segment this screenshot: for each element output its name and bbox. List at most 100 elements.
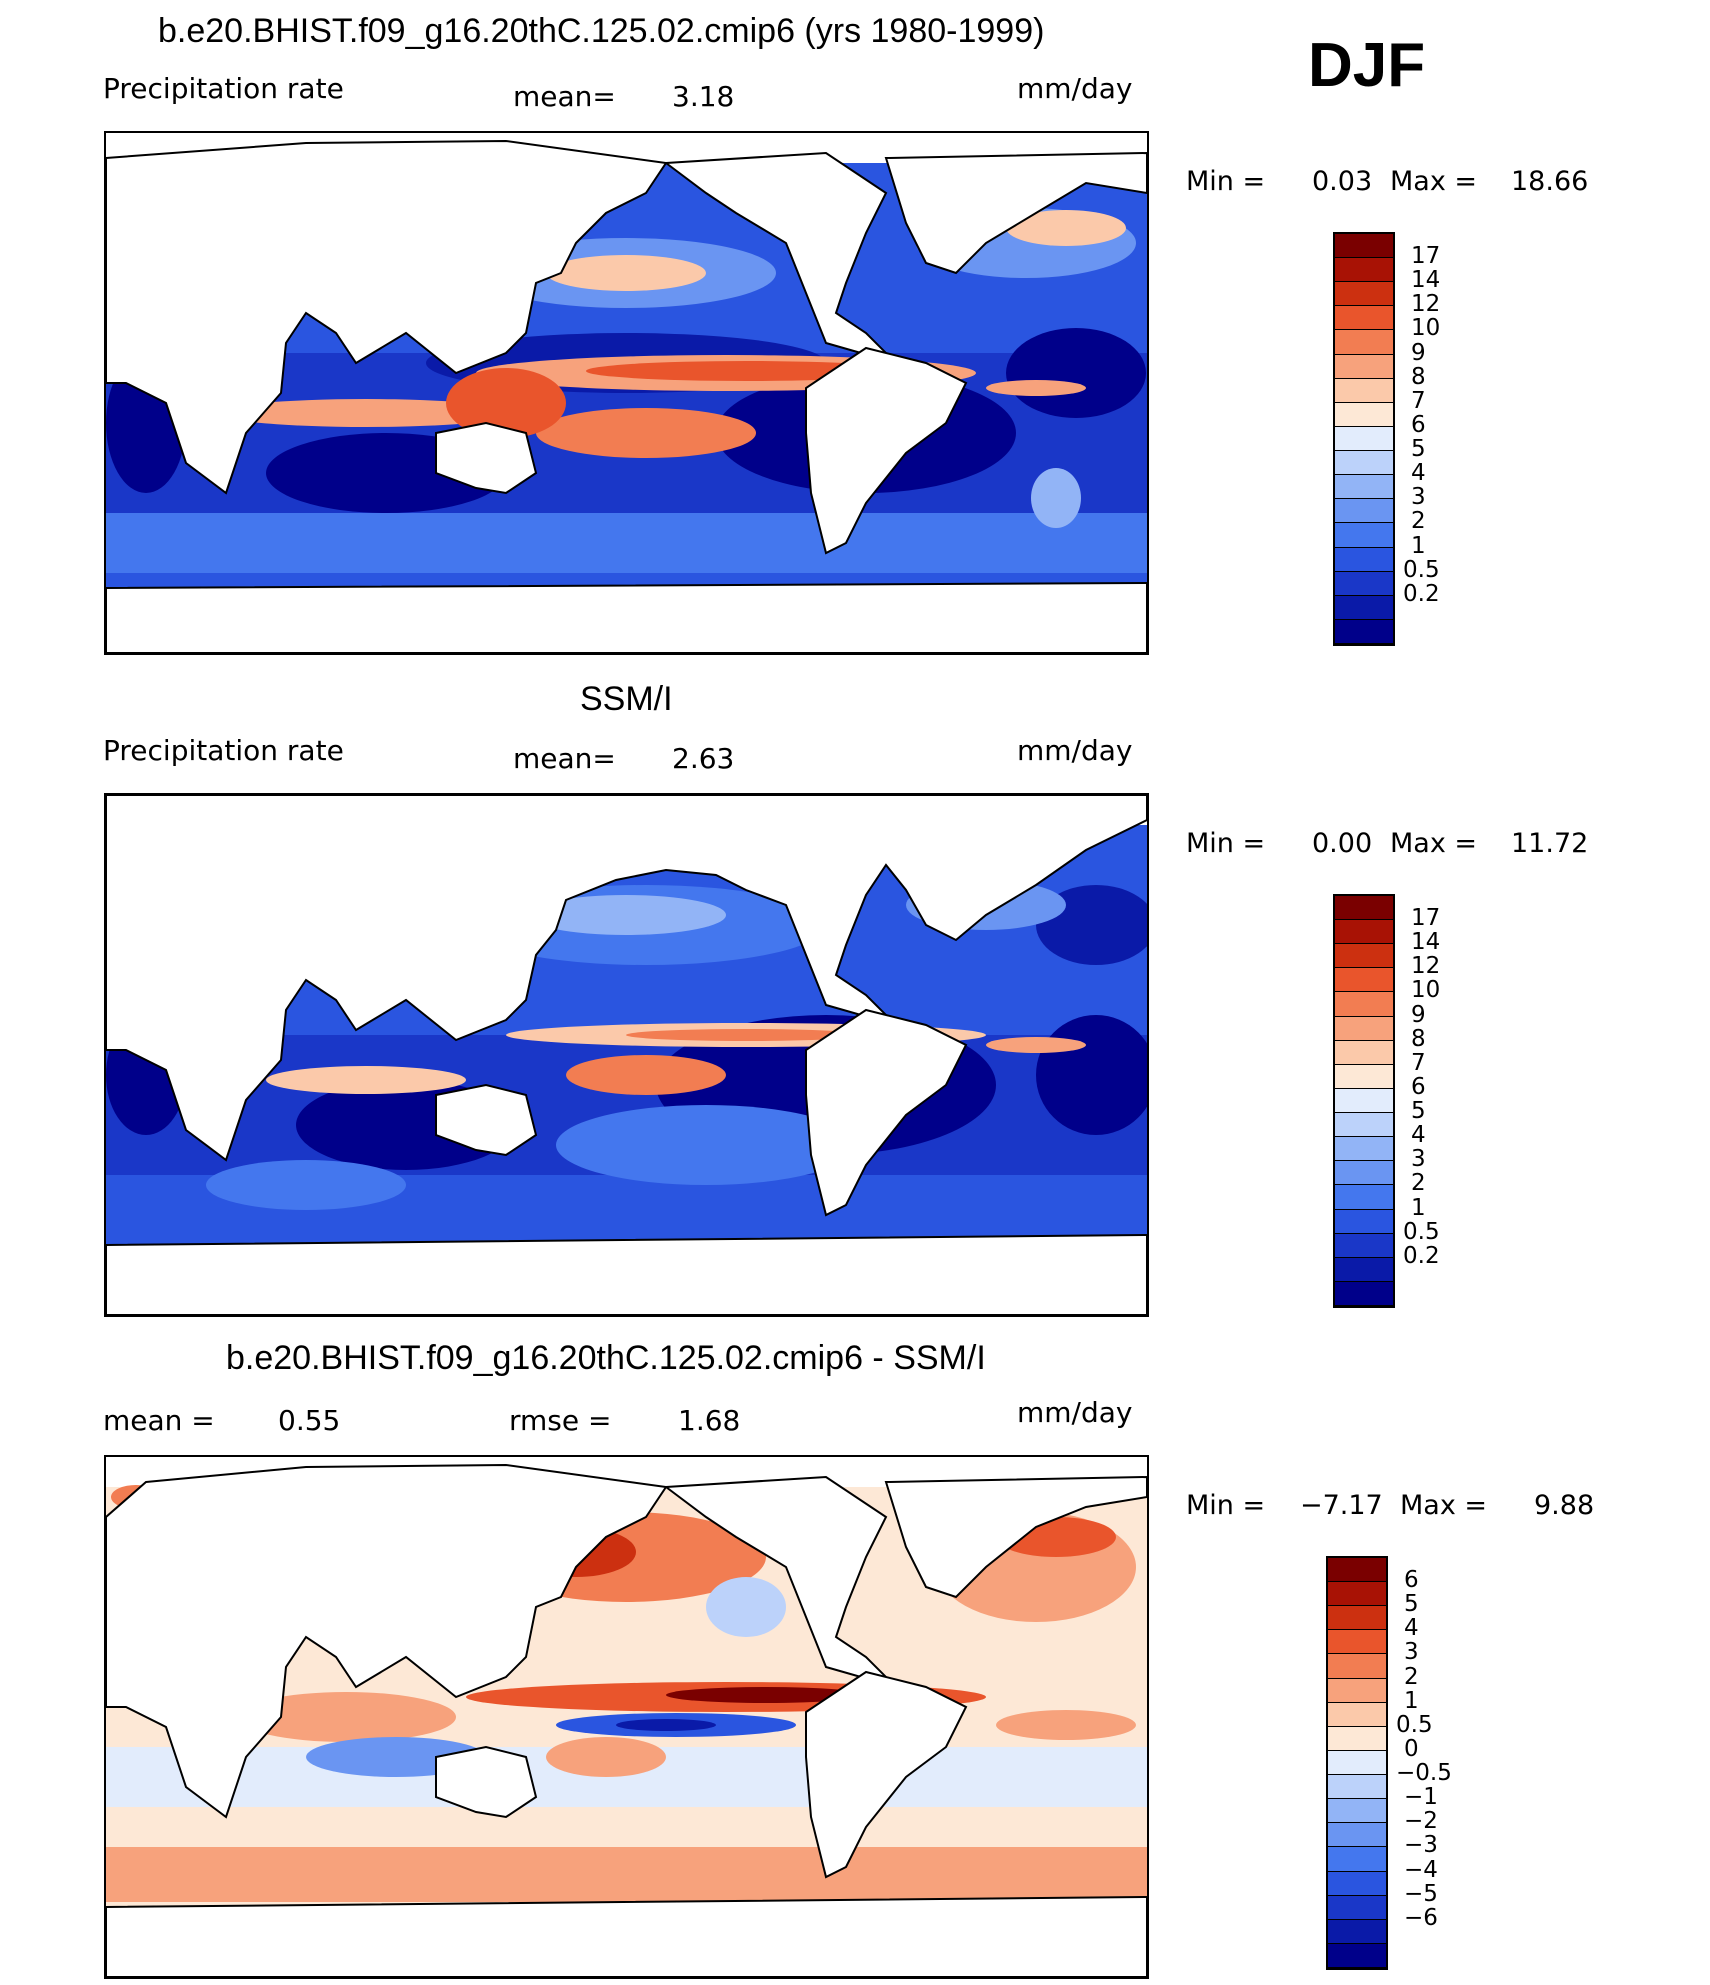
colorbar-segment <box>1328 1799 1386 1824</box>
colorbar-tick-label: 2 <box>1411 508 1426 535</box>
colorbar-segment <box>1335 1257 1393 1282</box>
colorbar-tick-label: 8 <box>1411 363 1426 390</box>
panel2-title: SSM/I <box>580 680 673 718</box>
panel3-map-svg <box>106 1463 1147 1977</box>
colorbar-segment <box>1335 920 1393 945</box>
season-label: DJF <box>1308 31 1426 100</box>
colorbar-tick-label: 6 <box>1404 1567 1419 1594</box>
panel3-max-value: 9.88 <box>1534 1490 1595 1521</box>
colorbar-tick-label: 10 <box>1411 977 1441 1004</box>
panel2-colorbar <box>1333 894 1395 1308</box>
colorbar-segment <box>1335 1161 1393 1186</box>
panel1-land <box>106 139 1147 653</box>
colorbar-tick-label: 1 <box>1404 1687 1419 1714</box>
panel1-units: mm/day <box>1017 72 1133 105</box>
colorbar-tick-label: 4 <box>1411 1122 1426 1149</box>
colorbar-segment <box>1328 1582 1386 1607</box>
panel1-min-value: 0.03 <box>1312 166 1373 197</box>
panel3-colorbar <box>1326 1556 1388 1970</box>
colorbar-segment <box>1335 1185 1393 1210</box>
colorbar-segment <box>1328 1726 1386 1751</box>
panel2-left-label: Precipitation rate <box>103 734 344 767</box>
panel3-min-value: −7.17 <box>1300 1490 1383 1521</box>
colorbar-segment <box>1335 1233 1393 1258</box>
colorbar-segment <box>1335 992 1393 1017</box>
colorbar-segment <box>1335 595 1393 620</box>
colorbar-tick-label: −3 <box>1404 1832 1438 1859</box>
panel1-max-value: 18.66 <box>1511 166 1589 197</box>
colorbar-tick-label: 9 <box>1411 1001 1426 1028</box>
colorbar-tick-label: 0.5 <box>1403 1218 1440 1245</box>
panel3-units: mm/day <box>1017 1396 1133 1429</box>
colorbar-segment <box>1328 1702 1386 1727</box>
colorbar-segment <box>1335 968 1393 993</box>
panel2-min-label: Min = <box>1186 828 1266 859</box>
colorbar-tick-label: 6 <box>1411 1073 1426 1100</box>
panel3-mean-value: 0.55 <box>278 1404 341 1437</box>
panel3-title: b.e20.BHIST.f09_g16.20thC.125.02.cmip6 -… <box>226 1339 986 1377</box>
colorbar-segment <box>1335 499 1393 524</box>
colorbar-tick-label: −4 <box>1404 1856 1438 1883</box>
colorbar-tick-label: −5 <box>1404 1880 1438 1907</box>
panel2-mean-value: 2.63 <box>672 742 735 775</box>
colorbar-segment <box>1328 1943 1386 1968</box>
panel3-max-label: Max = <box>1400 1490 1488 1521</box>
panel2-land <box>106 795 1147 1315</box>
colorbar-tick-label: 2 <box>1404 1663 1419 1690</box>
colorbar-segment <box>1335 354 1393 379</box>
colorbar-segment <box>1328 1630 1386 1655</box>
panel1-max-label: Max = <box>1390 166 1478 197</box>
colorbar-segment <box>1335 619 1393 644</box>
colorbar-segment <box>1335 378 1393 403</box>
panel1-map-svg <box>106 139 1147 653</box>
panel2-max-label: Max = <box>1390 828 1478 859</box>
colorbar-tick-label: 14 <box>1411 267 1441 294</box>
colorbar-tick-label: 17 <box>1411 905 1441 932</box>
colorbar-segment <box>1328 1558 1386 1583</box>
panel1-mean-value: 3.18 <box>672 80 735 113</box>
panel1-left-label: Precipitation rate <box>103 72 344 105</box>
colorbar-tick-label: 0 <box>1404 1735 1419 1762</box>
colorbar-tick-label: −6 <box>1404 1904 1438 1931</box>
colorbar-tick-label: 9 <box>1411 339 1426 366</box>
colorbar-tick-label: 2 <box>1411 1170 1426 1197</box>
colorbar-segment <box>1335 523 1393 548</box>
colorbar-segment <box>1328 1606 1386 1631</box>
panel1-min-label: Min = <box>1186 166 1266 197</box>
colorbar-segment <box>1328 1871 1386 1896</box>
colorbar-segment <box>1335 402 1393 427</box>
colorbar-tick-label: 3 <box>1411 484 1426 511</box>
panel2-units: mm/day <box>1017 734 1133 767</box>
colorbar-segment <box>1335 258 1393 283</box>
colorbar-segment <box>1335 1040 1393 1065</box>
colorbar-tick-label: 6 <box>1411 411 1426 438</box>
colorbar-tick-label: 17 <box>1411 243 1441 270</box>
colorbar-tick-label: 0.5 <box>1403 556 1440 583</box>
panel2-min-value: 0.00 <box>1312 828 1373 859</box>
panel3-mean-label: mean = <box>103 1404 215 1437</box>
colorbar-tick-label: 4 <box>1404 1615 1419 1642</box>
panel2-map <box>104 793 1149 1317</box>
panel3-rmse-label: rmse = <box>509 1404 612 1437</box>
colorbar-segment <box>1335 571 1393 596</box>
panel2-max-value: 11.72 <box>1511 828 1589 859</box>
colorbar-segment <box>1335 1137 1393 1162</box>
colorbar-tick-label: 10 <box>1411 315 1441 342</box>
colorbar-segment <box>1328 1895 1386 1920</box>
colorbar-segment <box>1328 1678 1386 1703</box>
colorbar-segment <box>1328 1919 1386 1944</box>
colorbar-segment <box>1335 1113 1393 1138</box>
colorbar-segment <box>1335 1281 1393 1306</box>
colorbar-tick-label: 0.2 <box>1403 1242 1440 1269</box>
colorbar-tick-label: 5 <box>1411 436 1426 463</box>
colorbar-segment <box>1335 330 1393 355</box>
panel3-land <box>106 1463 1147 1977</box>
colorbar-segment <box>1335 234 1393 259</box>
panel2-map-svg <box>106 795 1147 1315</box>
panel3-map <box>104 1455 1149 1979</box>
panel1-mean-label: mean= <box>513 80 616 113</box>
panel2-mean-label: mean= <box>513 742 616 775</box>
colorbar-tick-label: 0.5 <box>1396 1711 1433 1738</box>
colorbar-segment <box>1335 1088 1393 1114</box>
colorbar-segment <box>1335 547 1393 572</box>
